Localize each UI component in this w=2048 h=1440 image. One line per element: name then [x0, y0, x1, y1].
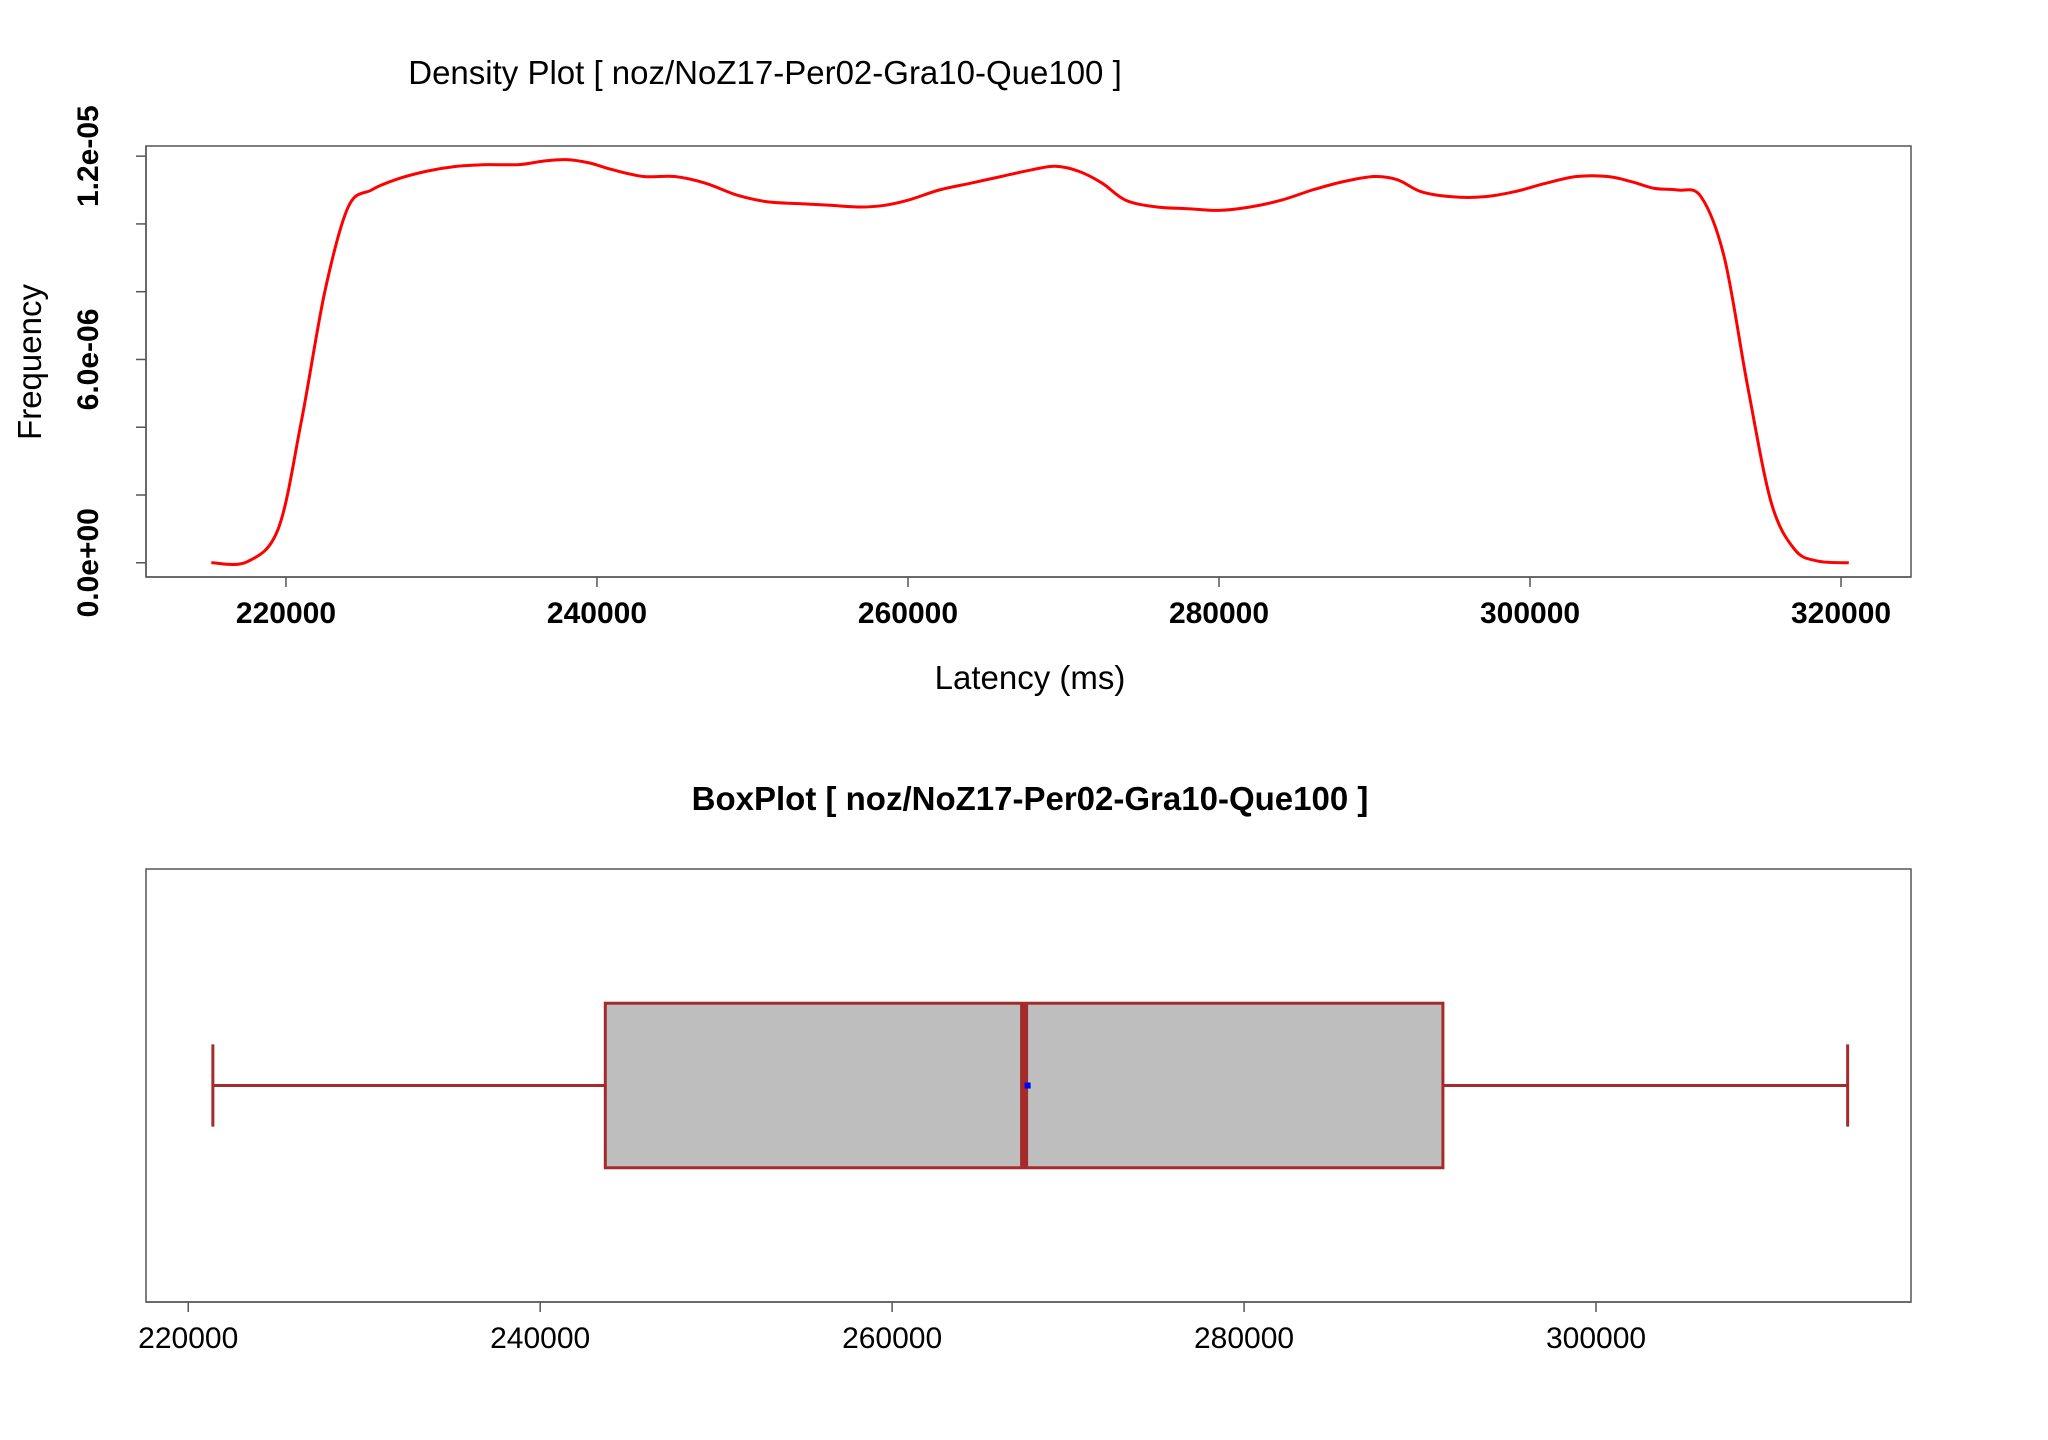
density-curve	[211, 158, 1849, 567]
density-plot-frame	[145, 145, 1912, 578]
density-x-tick-label: 240000	[547, 597, 647, 630]
density-y-tick-label: 1.2e-05	[72, 105, 105, 207]
box-x-tick-label: 260000	[842, 1322, 942, 1355]
density-plot-panel: Density Plot [ noz/NoZ17-Per02-Gra10-Que…	[11, 54, 1912, 696]
density-x-tick-label: 220000	[236, 597, 336, 630]
density-x-tick-label: 280000	[1169, 597, 1269, 630]
density-x-tick-label: 260000	[858, 597, 958, 630]
density-y-tick-label: 6.0e-06	[72, 309, 105, 411]
density-x-tick-label: 300000	[1480, 597, 1580, 630]
density-y-axis-label: Frequency	[11, 284, 48, 440]
box-x-ticks: 220000 240000 260000 280000 300000	[138, 1302, 1646, 1355]
density-x-tick-label: 320000	[1791, 597, 1891, 630]
density-y-tick-label: 0.0e+00	[72, 508, 105, 617]
mean-marker	[1024, 1082, 1031, 1089]
density-y-ticks: 0.0e+00 6.0e-06 1.2e-05	[72, 105, 146, 617]
box-plot-panel: BoxPlot [ noz/NoZ17-Per02-Gra10-Que100 ]…	[138, 780, 1912, 1355]
box-x-tick-label: 220000	[138, 1322, 238, 1355]
box-x-tick-label: 300000	[1546, 1322, 1646, 1355]
box-x-tick-label: 280000	[1194, 1322, 1294, 1355]
density-x-axis-label: Latency (ms)	[935, 659, 1126, 696]
density-x-ticks: 220000 240000 260000 280000 300000 320000	[236, 577, 1891, 630]
box-plot-elements	[211, 1001, 1850, 1170]
box-plot-title: BoxPlot [ noz/NoZ17-Per02-Gra10-Que100 ]	[692, 780, 1369, 817]
density-plot-title: Density Plot [ noz/NoZ17-Per02-Gra10-Que…	[408, 54, 1122, 91]
box-x-tick-label: 240000	[490, 1322, 590, 1355]
